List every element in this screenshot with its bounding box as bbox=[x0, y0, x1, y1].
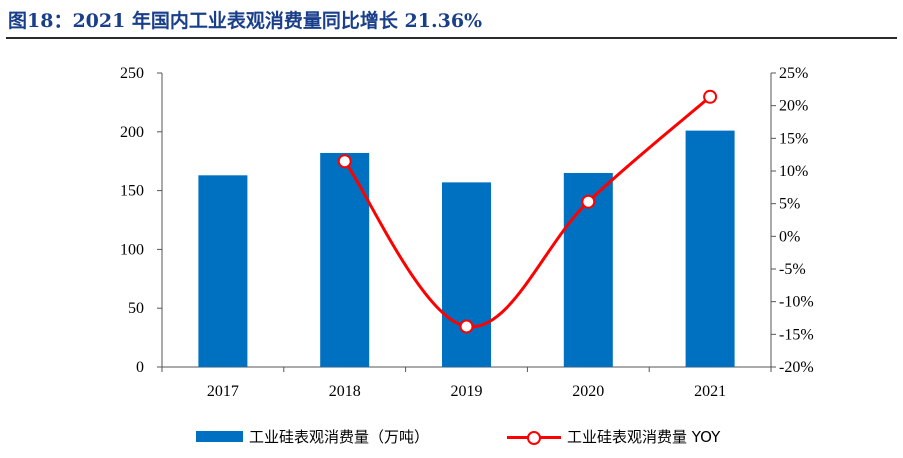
yoy-point bbox=[337, 154, 352, 169]
x-tick-label: 2020 bbox=[572, 383, 604, 400]
y-right-tick-label: -20% bbox=[779, 359, 814, 376]
bar bbox=[320, 152, 370, 367]
x-tick-label: 2018 bbox=[329, 383, 361, 400]
legend-bar-swatch bbox=[196, 431, 243, 442]
legend-item-consumption: 工业硅表观消费量（万吨） bbox=[196, 426, 429, 447]
legend-label-yoy: 工业硅表观消费量 YOY bbox=[567, 428, 721, 446]
yoy-point bbox=[703, 89, 718, 104]
x-tick-label: 2021 bbox=[694, 383, 726, 400]
x-tick-label: 2019 bbox=[451, 383, 483, 400]
yoy-line bbox=[343, 95, 712, 329]
y-right-tick-label: 20% bbox=[779, 98, 808, 115]
y-right-tick-label: -15% bbox=[779, 326, 814, 343]
y-right-tick-label: -5% bbox=[779, 261, 806, 278]
yoy-point bbox=[581, 194, 596, 209]
y-left-tick-label: 200 bbox=[120, 124, 144, 141]
y-left-tick-label: 0 bbox=[136, 359, 144, 376]
chart: 0 50 100 150 200 250 -20% -15% -10% -5% 0% 5% 10% 15%… bbox=[120, 65, 814, 400]
y-right-tick-label: 25% bbox=[779, 65, 808, 82]
title-divider bbox=[6, 37, 897, 39]
y-right-tick-label: -10% bbox=[779, 294, 814, 311]
y-left-tick-label: 150 bbox=[120, 183, 144, 200]
bar bbox=[198, 175, 248, 367]
legend-line-swatch bbox=[507, 430, 561, 445]
y-right-tick-label: 5% bbox=[779, 196, 800, 213]
yoy-point bbox=[459, 319, 474, 334]
figure-title: 图18：2021 年国内工业表观消费量同比增长 21.36% bbox=[8, 10, 483, 32]
legend-label-consumption: 工业硅表观消费量（万吨） bbox=[249, 428, 430, 446]
x-tick-label: 2017 bbox=[207, 383, 239, 400]
legend-item-yoy: 工业硅表观消费量 YOY bbox=[507, 426, 720, 447]
bar bbox=[685, 130, 735, 367]
bar-series bbox=[198, 130, 735, 367]
chart-axes: 0 50 100 150 200 250 -20% -15% -10% -5% 0% 5% 10% 15%… bbox=[120, 65, 814, 400]
y-left-tick-label: 100 bbox=[120, 241, 144, 258]
y-left-tick-label: 250 bbox=[120, 65, 144, 82]
y-right-tick-label: 10% bbox=[779, 163, 808, 180]
y-right-tick-label: 15% bbox=[779, 130, 808, 147]
y-left-tick-label: 50 bbox=[128, 300, 144, 317]
line-series bbox=[337, 89, 718, 334]
chart-legend: 工业硅表观消费量（万吨） 工业硅表观消费量 YOY bbox=[0, 426, 903, 448]
bar bbox=[442, 182, 491, 367]
y-right-tick-label: 0% bbox=[779, 228, 800, 245]
